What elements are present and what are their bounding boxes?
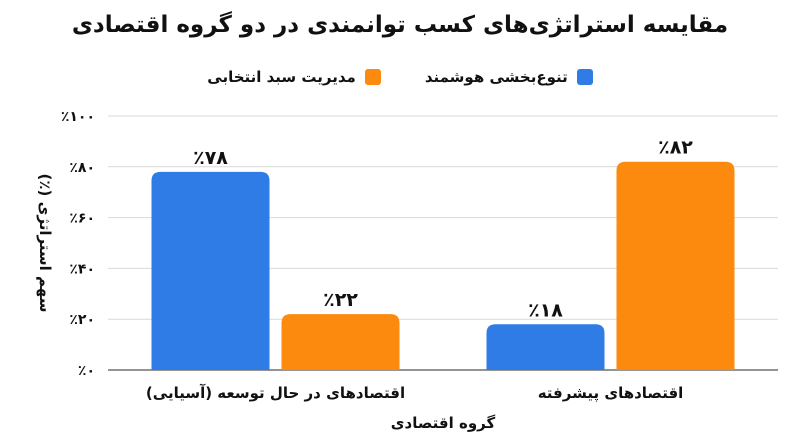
bar bbox=[486, 324, 605, 370]
legend-label: مدیریت سبد انتخابی bbox=[207, 68, 356, 86]
y-tick-label: ٪۲۰ bbox=[69, 312, 95, 328]
legend-swatch-blue bbox=[576, 69, 593, 85]
bar-data-label: ٪۲۲ bbox=[323, 289, 358, 311]
bar-data-label: ٪۸۲ bbox=[658, 137, 693, 159]
chart-legend: تنوع‌بخشی هوشمند مدیریت سبد انتخابی bbox=[0, 68, 800, 86]
legend-item-selective-portfolio: مدیریت سبد انتخابی bbox=[207, 68, 381, 86]
legend-label: تنوع‌بخشی هوشمند bbox=[424, 68, 568, 86]
bar bbox=[616, 161, 735, 370]
y-axis-title: سهم استراتژی (٪) bbox=[36, 174, 54, 313]
bar bbox=[151, 171, 270, 370]
chart-title: مقایسه استراتژی‌های کسب توانمندی در دو گ… bbox=[71, 12, 729, 38]
y-tick-label: ٪۶۰ bbox=[69, 211, 95, 227]
bar-data-label: ٪۱۸ bbox=[528, 299, 563, 321]
x-axis-title: گروه اقتصادی bbox=[391, 414, 496, 432]
legend-swatch-orange bbox=[364, 69, 381, 85]
y-tick-label: ٪۱۰۰ bbox=[61, 109, 95, 125]
x-tick-label: اقتصادهای پیشرفته bbox=[538, 384, 684, 403]
legend-item-smart-diversification: تنوع‌بخشی هوشمند bbox=[425, 68, 593, 86]
bar bbox=[281, 314, 400, 370]
y-tick-label: ٪۰ bbox=[78, 363, 95, 379]
y-tick-label: ٪۸۰ bbox=[69, 160, 95, 176]
x-tick-label: اقتصادهای در حال توسعه (آسیایی) bbox=[146, 384, 405, 402]
bar-data-label: ٪۷۸ bbox=[193, 147, 228, 169]
y-tick-label: ٪۴۰ bbox=[69, 261, 95, 277]
